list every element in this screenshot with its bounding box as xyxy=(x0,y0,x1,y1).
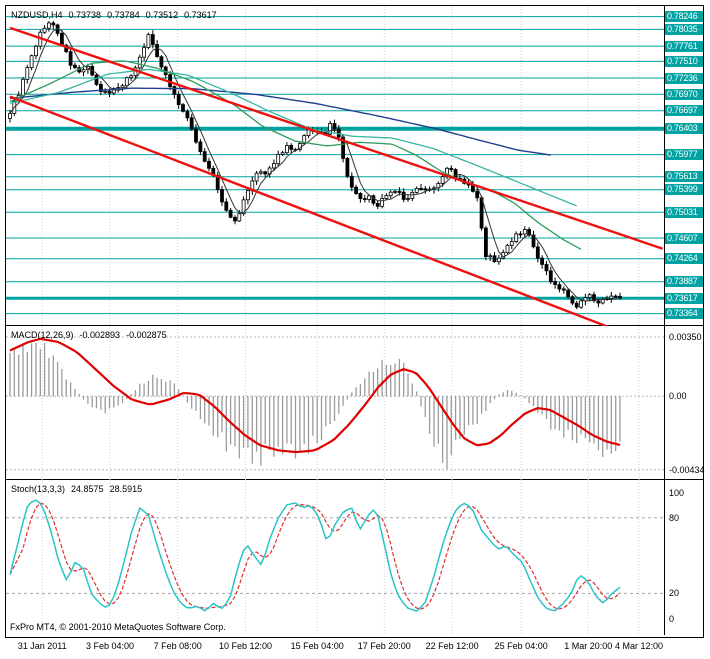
channel-trendline-upper[interactable] xyxy=(9,26,664,250)
price-close-value: 0.73617 xyxy=(184,10,217,20)
symbol-timeframe-label: NZDUSD,H4 xyxy=(11,10,63,20)
price-level-label: 0.76697 xyxy=(665,105,703,117)
price-panel-header: NZDUSD,H4 0.73738 0.73784 0.73512 0.73617 xyxy=(11,10,223,20)
price-open-value: 0.73738 xyxy=(68,10,102,20)
stoch-main-value: 24.8575 xyxy=(71,484,104,494)
candlesticks xyxy=(8,20,622,310)
price-level-label: 0.73617 xyxy=(665,292,703,304)
channel-trendline-lower[interactable] xyxy=(9,95,663,326)
price-level-label: 0.73887 xyxy=(665,276,703,288)
price-high-value: 0.73784 xyxy=(107,10,140,20)
macd-panel: 0.00350 0.00 -0.00434 MACD(12,26,9) -0.0028… xyxy=(6,326,705,480)
macd-signal-line xyxy=(9,337,621,454)
time-axis-label: 1 Mar 20:00 xyxy=(564,641,613,651)
price-level-label: 0.75977 xyxy=(665,149,703,161)
price-low-value: 0.73512 xyxy=(145,10,179,20)
macd-panel-header: MACD(12,26,9) -0.002893 -0.002875 xyxy=(11,330,173,340)
time-axis-label: 7 Feb 08:00 xyxy=(153,641,202,651)
macd-scale-axis[interactable]: 0.00350 0.00 -0.00434 xyxy=(664,326,705,479)
price-chart-plot[interactable] xyxy=(6,6,664,326)
stochastic-scale-axis[interactable]: 100 80 20 0 xyxy=(664,480,703,635)
time-axis-label: 25 Feb 04:00 xyxy=(494,641,548,651)
platform-copyright: FxPro MT4, © 2001-2010 MetaQuotes Softwa… xyxy=(10,622,226,632)
price-level-label: 0.77510 xyxy=(665,55,703,67)
stochastic-indicator-plot[interactable] xyxy=(6,480,664,635)
ma-slow-navy xyxy=(9,87,551,156)
stoch-scale-label: 80 xyxy=(669,512,680,523)
macd-scale-label: 0.00350 xyxy=(669,332,702,342)
macd-main-value: -0.002893 xyxy=(79,330,121,340)
macd-scale-label: 0.00 xyxy=(669,391,687,402)
chart-frame: 0.78246 0.78035 0.77761 0.77510 0.77236 0.769… xyxy=(5,5,705,638)
stoch-indicator-name: Stoch(13,3,3) xyxy=(11,484,66,494)
time-axis-label: 15 Feb 04:00 xyxy=(290,641,344,651)
time-axis-label: 31 Jan 2011 xyxy=(17,641,67,651)
macd-histogram xyxy=(9,342,621,470)
stochastic-panel: 100 80 20 0 Stoch(13,3,3) 24.8575 28.5915 FxP… xyxy=(6,480,703,635)
stoch-scale-label: 0 xyxy=(669,613,675,624)
time-axis-label: 22 Feb 12:00 xyxy=(425,641,479,651)
price-level-label: 0.74264 xyxy=(665,253,703,265)
time-axis-label: 17 Feb 20:00 xyxy=(357,641,411,651)
ma-mid-teal xyxy=(9,68,577,207)
macd-indicator-name: MACD(12,26,9) xyxy=(11,330,74,340)
price-scale-axis[interactable]: 0.78246 0.78035 0.77761 0.77510 0.77236 0.769… xyxy=(664,6,703,325)
stoch-signal-line xyxy=(9,502,621,610)
macd-signal-value: -0.002875 xyxy=(126,330,167,340)
price-level-label: 0.75613 xyxy=(665,171,703,183)
support-resistance-level-lines xyxy=(6,16,664,315)
stoch-scale-label: 100 xyxy=(669,487,685,498)
time-axis-label: 10 Feb 12:00 xyxy=(218,641,273,651)
ma-fast-black xyxy=(9,27,621,302)
stoch-signal-value: 28.5915 xyxy=(109,484,143,494)
macd-indicator-plot[interactable] xyxy=(6,326,664,480)
stochastic-panel-header: Stoch(13,3,3) 24.8575 28.5915 xyxy=(11,484,148,494)
price-level-label: 0.73364 xyxy=(665,308,703,320)
time-axis-label: 4 Mar 12:00 xyxy=(614,641,664,651)
stoch-main-line xyxy=(9,499,621,612)
price-level-label: 0.74607 xyxy=(665,232,703,244)
price-level-label: 0.76403 xyxy=(665,123,703,135)
time-axis[interactable]: 31 Jan 2011 3 Feb 04:00 7 Feb 08:00 10 Feb … xyxy=(5,639,704,658)
price-panel: 0.78246 0.78035 0.77761 0.77510 0.77236 0.769… xyxy=(6,6,703,326)
price-level-label: 0.78035 xyxy=(665,23,703,35)
price-level-label: 0.75031 xyxy=(665,206,703,218)
time-axis-label: 3 Feb 04:00 xyxy=(85,641,135,651)
price-level-label: 0.76970 xyxy=(665,88,703,100)
price-level-label: 0.78246 xyxy=(665,11,703,23)
price-level-label: 0.77236 xyxy=(665,72,703,84)
price-level-label: 0.77761 xyxy=(665,40,703,52)
macd-scale-label: -0.00434 xyxy=(669,464,705,475)
stoch-scale-label: 20 xyxy=(669,588,680,599)
price-level-label: 0.75399 xyxy=(665,184,703,196)
